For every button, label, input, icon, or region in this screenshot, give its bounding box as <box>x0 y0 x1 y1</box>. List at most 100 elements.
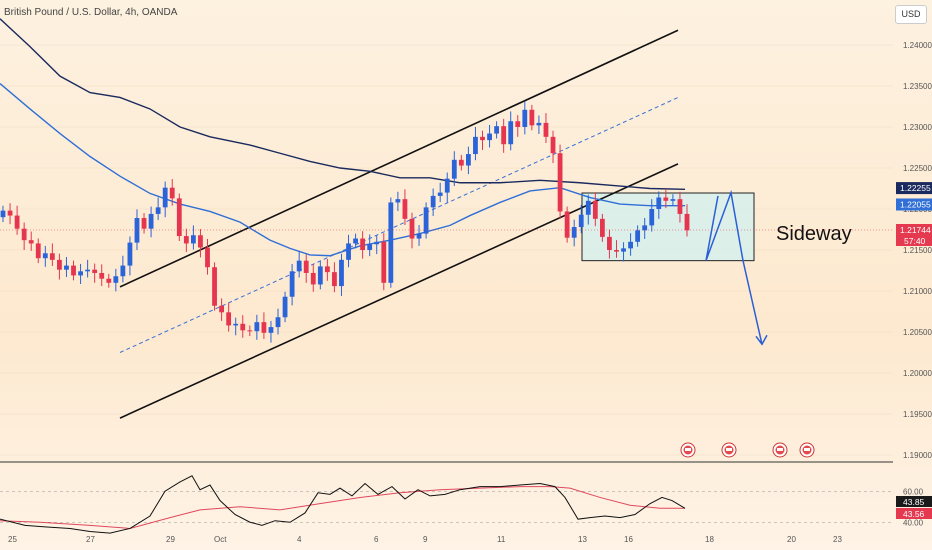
candle <box>395 191 401 212</box>
candle <box>599 213 605 242</box>
candle <box>317 261 323 290</box>
candle <box>219 298 224 321</box>
candle <box>607 229 612 259</box>
candle <box>7 203 13 225</box>
ma-slow-value-badge <box>896 182 932 195</box>
candle <box>99 264 105 287</box>
price-tick-label: 1.23000 <box>903 123 932 132</box>
candle <box>388 197 394 288</box>
candle <box>310 264 316 292</box>
time-tick-label: 11 <box>497 535 506 544</box>
candle <box>430 188 436 216</box>
osc-tick-label: 60.00 <box>903 487 924 496</box>
price-tick-label: 1.23500 <box>903 82 932 91</box>
candle <box>501 118 507 153</box>
event-icons[interactable] <box>680 442 815 458</box>
price-axis[interactable]: 1.240001.235001.230001.225001.220001.215… <box>0 41 932 460</box>
time-tick-label: 6 <box>374 535 379 544</box>
candle <box>120 255 126 283</box>
candle <box>155 197 161 221</box>
candle <box>571 219 577 247</box>
candle <box>473 127 478 161</box>
candle <box>656 191 662 219</box>
projection-path <box>705 189 768 346</box>
candle <box>141 213 147 234</box>
time-tick-label: 20 <box>787 535 796 544</box>
time-axis[interactable]: 25 27 29 Oct 4 6 9 11 13 16 18 20 23 <box>8 535 842 544</box>
candle <box>346 234 351 268</box>
currency-button[interactable]: USD <box>895 5 927 24</box>
candle <box>663 188 669 209</box>
candle <box>226 302 232 332</box>
ma-slow-value: 1.22255 <box>900 183 931 193</box>
candle <box>515 115 521 137</box>
candle <box>205 238 210 275</box>
channel-mid <box>119 97 679 353</box>
candle <box>480 130 485 150</box>
candle <box>332 262 337 293</box>
candle <box>635 225 641 247</box>
candle <box>409 212 415 249</box>
price-tick-label: 1.22500 <box>903 164 932 173</box>
projection-line <box>705 189 763 345</box>
osc-signal-value-badge <box>896 508 932 519</box>
time-tick-label: 25 <box>8 535 17 544</box>
channel-lower <box>119 163 679 419</box>
candle <box>106 273 112 288</box>
candle <box>268 320 274 343</box>
price-tick-label: 1.24000 <box>903 41 932 50</box>
candle <box>437 182 443 203</box>
candle <box>233 317 239 336</box>
candle <box>57 253 62 280</box>
economic-event-icon[interactable] <box>721 442 737 458</box>
candle <box>78 263 83 285</box>
candle <box>254 314 260 340</box>
candle <box>529 104 535 131</box>
candle <box>458 154 464 171</box>
candle <box>92 263 98 283</box>
osc-main-value-badge <box>896 496 932 507</box>
candle <box>522 101 528 135</box>
time-tick-label: Oct <box>214 535 227 544</box>
oscillator-pane: 60.00 40.00 43.85 43.56 <box>0 475 932 534</box>
economic-event-icon[interactable] <box>680 442 696 458</box>
candle <box>339 253 344 296</box>
candle <box>28 231 34 251</box>
candles <box>0 101 690 343</box>
candle <box>282 291 288 323</box>
last-price-countdown: 57:40 <box>904 236 926 246</box>
time-tick-label: 27 <box>86 535 95 544</box>
candle <box>402 189 408 225</box>
candle <box>444 172 450 203</box>
time-tick-label: 16 <box>624 535 633 544</box>
candle <box>0 205 6 223</box>
candle <box>564 206 570 243</box>
candle <box>677 191 683 223</box>
candle <box>466 146 471 175</box>
candle <box>670 194 676 206</box>
last-price-badge <box>896 223 932 246</box>
candle <box>21 222 27 250</box>
candle <box>585 194 591 225</box>
candle <box>649 199 655 232</box>
candle <box>198 229 203 258</box>
candle <box>621 242 626 262</box>
economic-event-icon[interactable] <box>799 442 815 458</box>
projection-arrowhead <box>755 334 768 346</box>
sideway-range-box <box>581 192 755 262</box>
economic-event-icon[interactable] <box>772 442 788 458</box>
candle <box>162 181 168 218</box>
time-tick-label: 18 <box>705 535 714 544</box>
time-tick-label: 23 <box>833 535 842 544</box>
candle <box>247 325 253 337</box>
candle <box>367 234 373 257</box>
last-price: 1.21744 <box>900 225 931 235</box>
candle <box>148 206 154 238</box>
sideway-annotation: Sideway <box>776 223 852 245</box>
candle <box>113 268 119 292</box>
candle <box>296 250 302 278</box>
price-tick-label: 1.21000 <box>903 287 932 296</box>
candle <box>451 151 457 187</box>
candle <box>628 233 633 256</box>
